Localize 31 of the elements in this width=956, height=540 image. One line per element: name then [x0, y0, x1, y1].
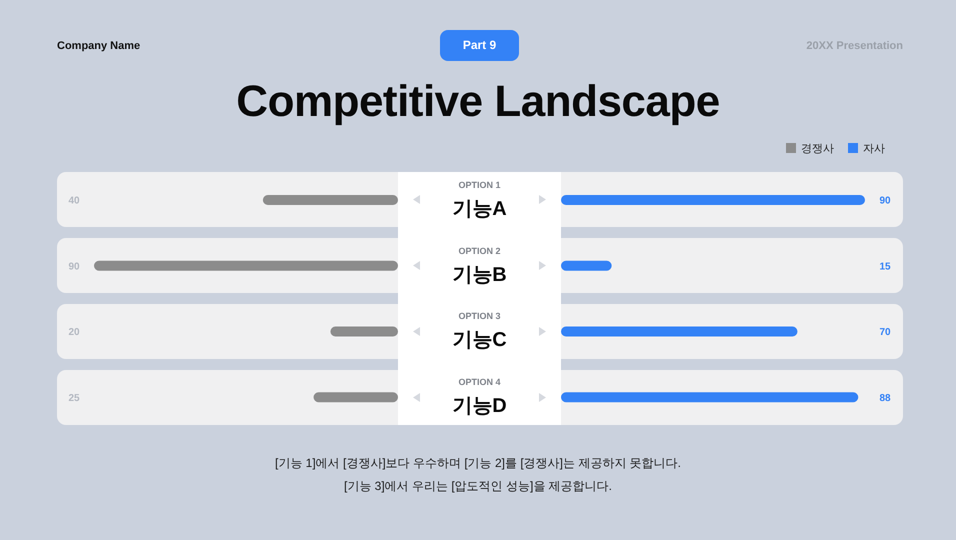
chart-title: Competitive Landscape	[236, 77, 720, 126]
bar	[561, 195, 865, 205]
legend-label: 경쟁사	[801, 142, 834, 156]
bar	[561, 326, 798, 336]
data-label: 90	[879, 196, 891, 206]
data-label: 20	[68, 327, 80, 338]
text: Part 9	[462, 38, 496, 52]
text: Company Name	[57, 40, 140, 52]
text: OPTION 4	[458, 377, 500, 388]
y-tick-label: 기능D	[452, 395, 507, 418]
text: OPTION 3	[458, 311, 500, 322]
data-label: 90	[68, 261, 80, 272]
bar	[330, 326, 398, 336]
y-tick-label: 기능C	[452, 329, 507, 352]
data-label: 88	[879, 392, 891, 404]
text: [기능 1]에서 [경쟁사]보다 우수하며 [기능 2]를 [경쟁사]는 제공하지 못합니다.	[274, 456, 682, 470]
data-label: 70	[879, 327, 891, 338]
y-tick-label: 기능A	[452, 198, 507, 220]
text: OPTION 1	[458, 180, 500, 190]
data-label: 40	[68, 196, 80, 206]
text: [기능 3]에서 우리는 [압도적인 성능]을 제공합니다.	[344, 479, 612, 493]
data-label: 25	[68, 392, 80, 404]
legend-label: 자사	[863, 142, 885, 156]
bar	[262, 195, 398, 205]
bar	[561, 392, 858, 402]
bar	[314, 392, 398, 402]
bar	[561, 260, 612, 271]
text: OPTION 2	[458, 246, 500, 256]
data-label: 15	[879, 261, 891, 272]
y-tick-label: 기능B	[452, 264, 507, 286]
bar	[94, 260, 398, 271]
